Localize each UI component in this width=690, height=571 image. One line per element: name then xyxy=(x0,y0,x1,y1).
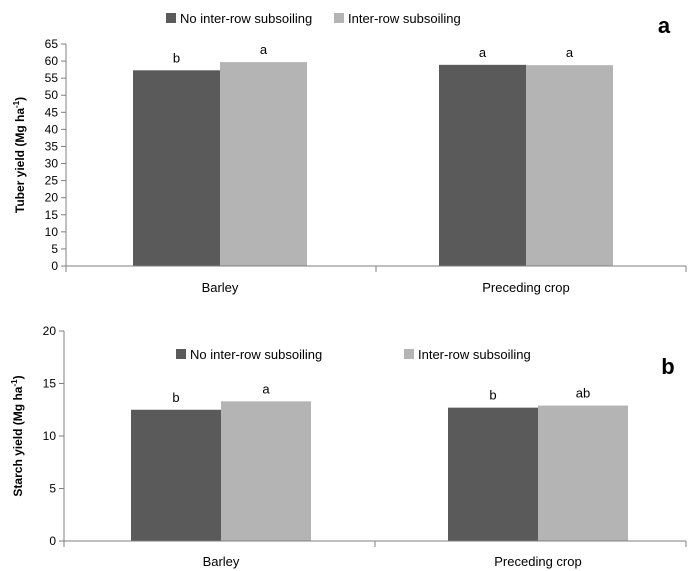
chart-panel-b: b b a ab 0 5 10 15 20 Barley Preceding crop Starch … xyxy=(10,324,687,569)
legend-swatch xyxy=(176,349,186,359)
bar-b-s0-1 xyxy=(448,407,538,541)
y-tick-label: 50 xyxy=(45,88,59,102)
significance-letter: b xyxy=(489,388,496,403)
y-axis-title: Starch yield (Mg ha-1) xyxy=(10,375,25,496)
legend-swatch xyxy=(166,13,176,23)
panel-label: a xyxy=(658,13,671,38)
category-label: Barley xyxy=(202,280,239,295)
y-tick-label: 10 xyxy=(43,429,57,443)
legend-swatch xyxy=(404,349,414,359)
y-axis-title: Tuber yield (Mg ha-1) xyxy=(12,97,27,213)
bar-a-s0-1 xyxy=(439,64,526,266)
y-tick-label: 20 xyxy=(43,324,57,338)
y-axis-title-main: Starch yield (Mg ha xyxy=(11,386,25,496)
y-tick-label: 15 xyxy=(43,377,57,391)
y-tick-label: 35 xyxy=(45,139,59,153)
y-tick-label: 10 xyxy=(45,225,59,239)
y-tick-label: 30 xyxy=(45,157,59,171)
significance-letter: ab xyxy=(576,386,590,401)
y-axis-title-superscript: -1 xyxy=(12,100,21,108)
y-tick-label: 0 xyxy=(49,534,56,548)
legend-label: No inter-row subsoiling xyxy=(190,347,322,362)
significance-letter: a xyxy=(479,45,487,60)
y-tick-label: 55 xyxy=(45,71,59,85)
y-tick-label: 60 xyxy=(45,54,59,68)
significance-letter: b xyxy=(173,50,180,65)
y-tick-label: 5 xyxy=(49,482,56,496)
legend-label: Inter-row subsoiling xyxy=(348,11,461,26)
bar-a-s1-1 xyxy=(526,65,613,266)
bar-b-s1-0 xyxy=(221,401,311,541)
bar-a-s1-0 xyxy=(220,62,307,267)
bar-b-s1-1 xyxy=(538,405,628,541)
y-tick-label: 65 xyxy=(45,37,59,51)
y-tick-label: 15 xyxy=(45,208,59,222)
y-axis-title-main: Tuber yield (Mg ha xyxy=(13,108,27,213)
y-axis-title-close: ) xyxy=(11,375,25,379)
category-label: Barley xyxy=(203,554,240,569)
y-tick-label: 0 xyxy=(51,259,58,273)
bar-b-s0-0 xyxy=(131,409,221,541)
y-tick-label: 45 xyxy=(45,105,59,119)
y-tick-label: 40 xyxy=(45,122,59,136)
significance-letter: a xyxy=(260,42,268,57)
significance-letter: a xyxy=(262,381,270,396)
legend-swatch xyxy=(334,13,344,23)
bar-a-s0-0 xyxy=(133,70,220,266)
y-axis-title-close: ) xyxy=(13,97,27,101)
category-label: Preceding crop xyxy=(494,554,581,569)
significance-letter: b xyxy=(172,390,179,405)
chart-panel-a: b a a a 0 5 10 15 20 25 30 35 40 45 50 55 60 65 Barley Prec… xyxy=(12,11,687,295)
significance-letter: a xyxy=(566,45,574,60)
y-tick-label: 20 xyxy=(45,191,59,205)
y-tick-label: 25 xyxy=(45,174,59,188)
category-label: Preceding crop xyxy=(482,280,569,295)
y-axis-title-superscript: -1 xyxy=(10,379,19,387)
panel-label: b xyxy=(661,354,674,379)
y-tick-label: 5 xyxy=(51,242,58,256)
legend-label: No inter-row subsoiling xyxy=(180,11,312,26)
legend-label: Inter-row subsoiling xyxy=(418,347,531,362)
